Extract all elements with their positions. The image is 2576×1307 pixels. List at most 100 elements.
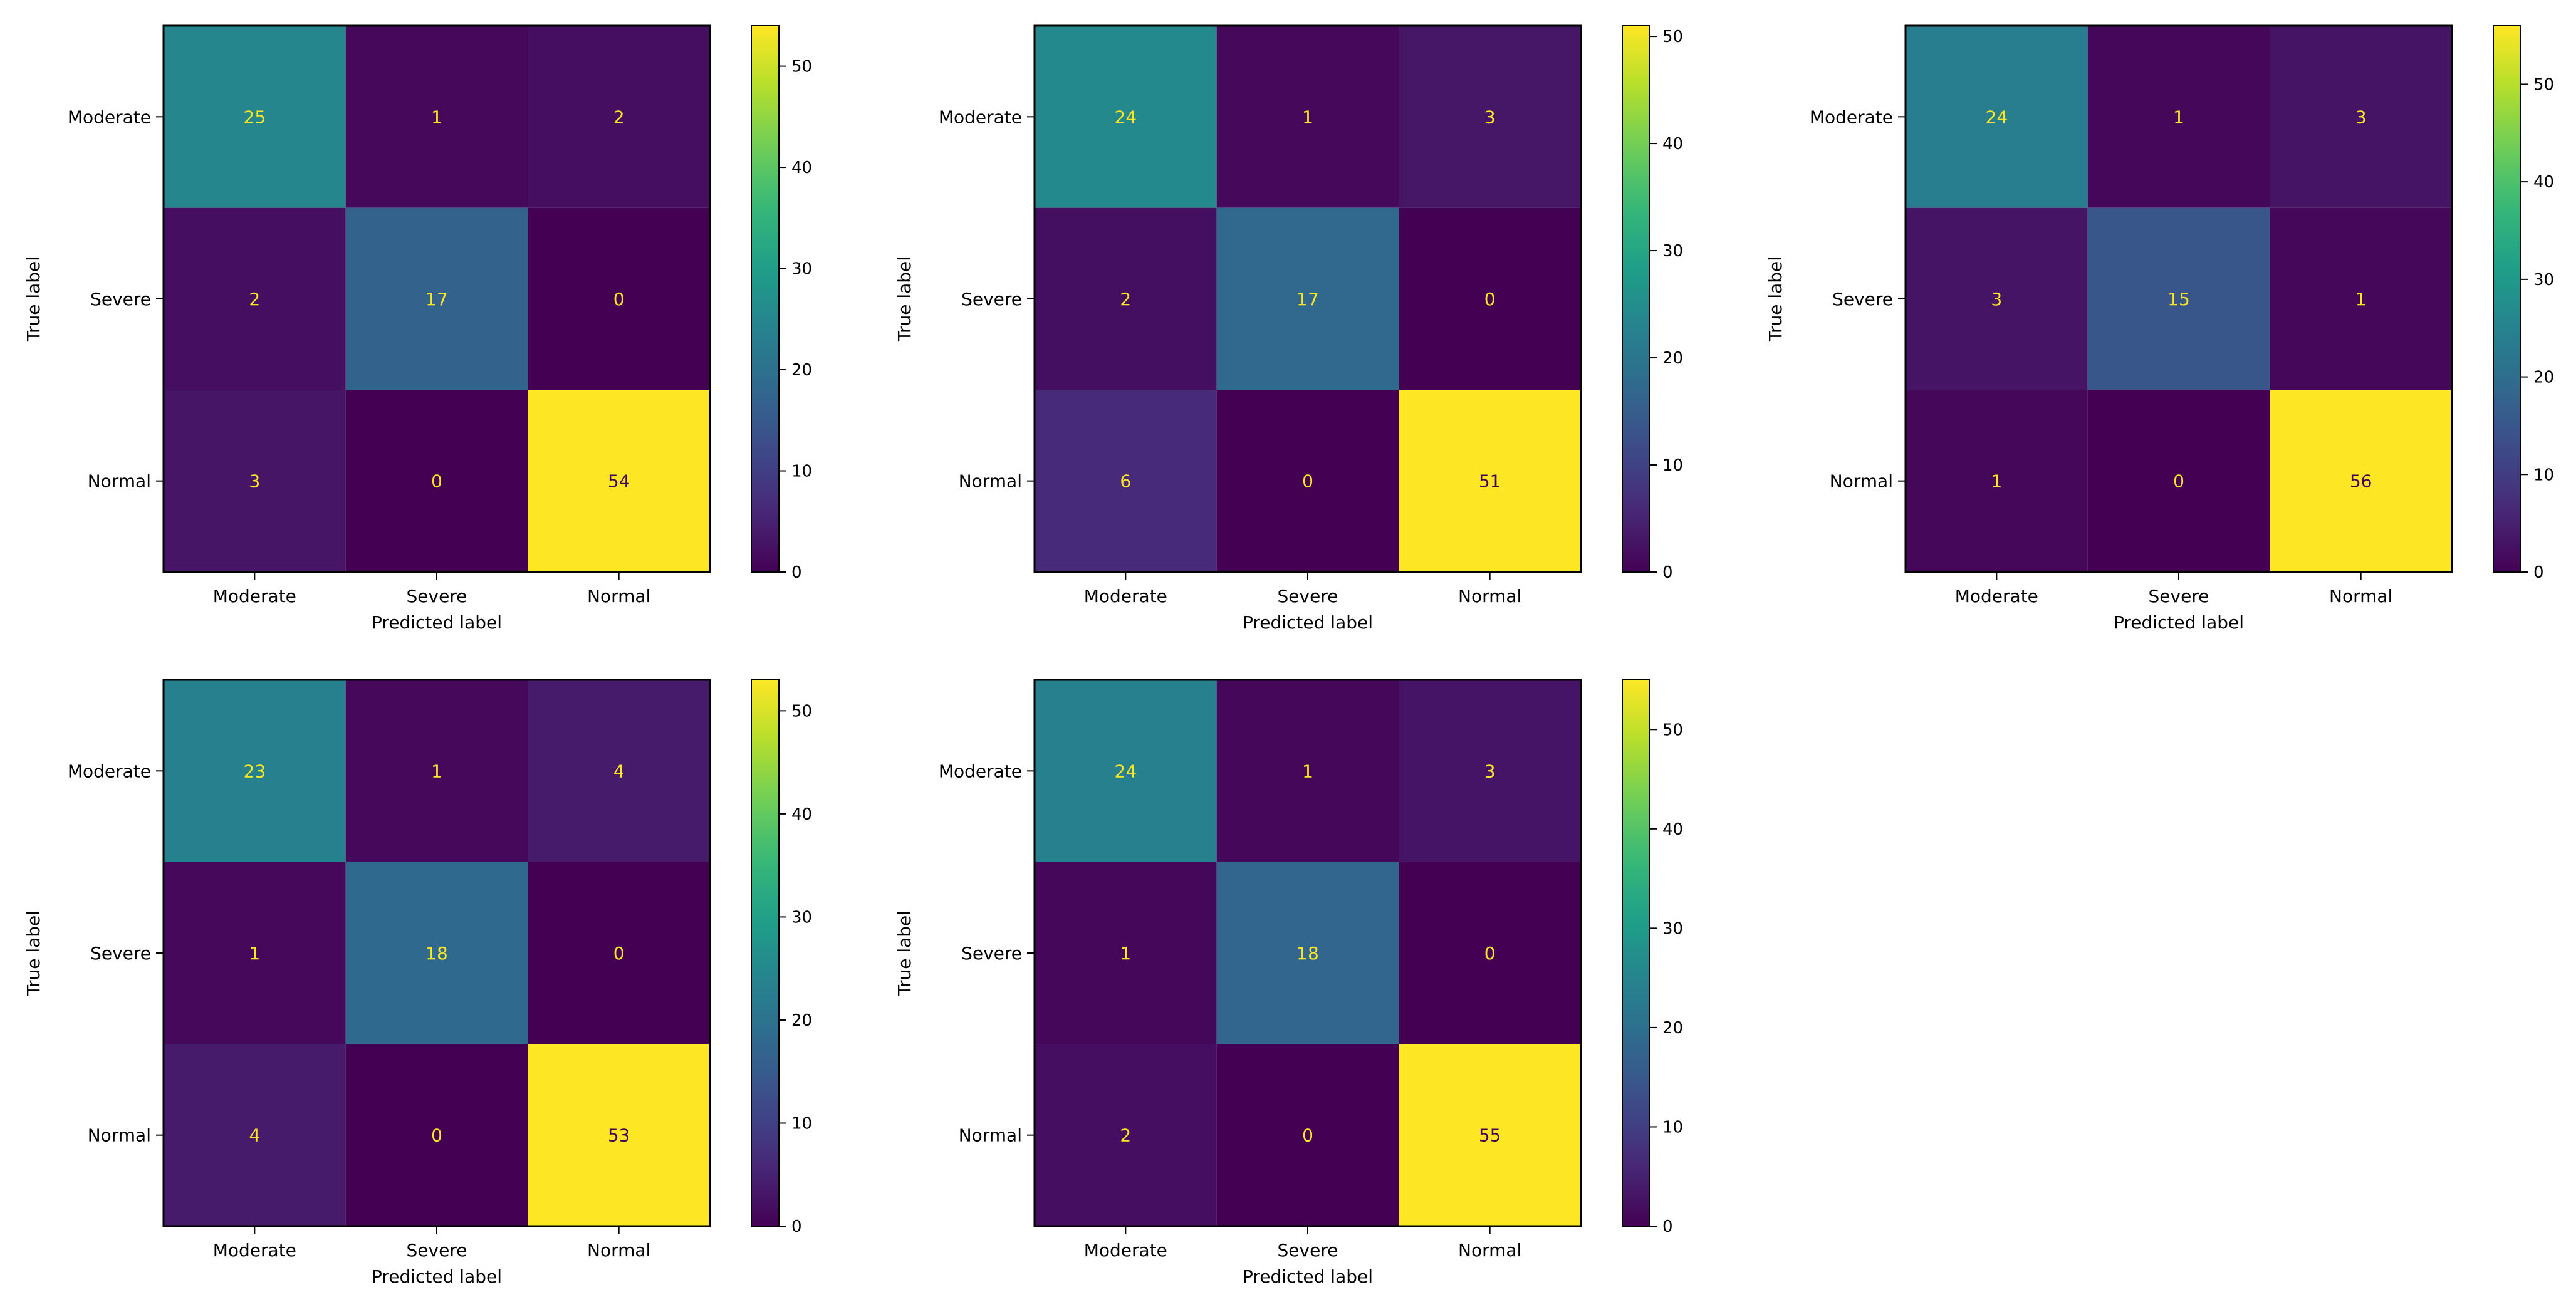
colorbar-tick-label: 20 [1662, 349, 1683, 368]
cell-value-label: 18 [1296, 943, 1319, 964]
cell-value-label: 3 [2355, 107, 2367, 127]
matrix-cell [1906, 26, 2088, 208]
confusion-matrix-4: 23 1 41 18 04 0 53ModerateSevereNormalModerate… [23, 679, 812, 1287]
matrix-cell [1399, 390, 1581, 572]
matrix-cell [528, 207, 710, 390]
y-tick-label: Severe [1832, 289, 1893, 310]
y-tick-label: Moderate [68, 107, 151, 127]
x-tick-label: Severe [1278, 1240, 1338, 1261]
cell-value-label: 56 [2350, 471, 2372, 492]
colorbar-tick-label: 10 [1662, 1118, 1683, 1137]
matrix-cell [1035, 680, 1217, 862]
cell-value-label: 24 [1115, 107, 1137, 127]
x-tick-label: Normal [587, 1240, 650, 1261]
matrix-cell [1216, 26, 1399, 208]
colorbar-tick-label: 40 [1662, 135, 1683, 154]
matrix-cell [345, 680, 528, 862]
cell-value-label: 0 [1484, 289, 1496, 310]
cell-value-label: 1 [1302, 107, 1313, 127]
matrix-cell [2270, 390, 2452, 572]
y-tick-label: Moderate [1810, 107, 1893, 127]
matrix-cell [1216, 207, 1399, 390]
y-tick-label: Normal [959, 1125, 1022, 1146]
x-axis-title: Predicted label [2114, 612, 2244, 633]
x-tick-label: Moderate [1084, 586, 1167, 607]
y-tick-label: Moderate [939, 761, 1022, 781]
colorbar [1622, 25, 1650, 573]
matrix-cell [345, 1044, 528, 1226]
colorbar [751, 25, 780, 573]
colorbar-tick-label: 50 [791, 702, 812, 721]
x-axis-title: Predicted label [1243, 1266, 1373, 1287]
matrix-cell [1216, 680, 1399, 862]
matrix-cell [528, 862, 710, 1044]
cell-value-label: 24 [1115, 761, 1137, 781]
colorbar-tick-label: 30 [2533, 271, 2554, 289]
y-tick-label: Normal [1830, 471, 1893, 492]
matrix-cell [2270, 26, 2452, 208]
colorbar-tick-label: 40 [1662, 820, 1683, 839]
matrix-cell [1035, 1044, 1217, 1226]
y-tick-label: Normal [959, 471, 1022, 492]
confusion-matrix-3: 24 1 33 15 11 0 56ModerateSevereNormalModerate… [1765, 24, 2554, 633]
cell-value-label: 4 [613, 761, 625, 781]
cell-value-label: 0 [613, 943, 625, 964]
colorbar-tick-label: 40 [2533, 173, 2554, 192]
colorbar-tick-label: 30 [1662, 242, 1683, 261]
matrix-cell [1399, 680, 1581, 862]
y-tick-label: Moderate [68, 761, 151, 781]
y-tick-label: Severe [961, 289, 1022, 310]
colorbar-tick-label: 50 [1662, 721, 1683, 739]
colorbar-tick-label: 10 [791, 462, 812, 481]
matrix-cell [1906, 390, 2088, 572]
x-axis-title: Predicted label [372, 1266, 502, 1287]
cell-value-label: 25 [244, 107, 266, 127]
cell-value-label: 0 [1302, 1125, 1313, 1146]
matrix-cell [2087, 26, 2270, 208]
cell-value-label: 0 [431, 1125, 442, 1146]
cell-value-label: 1 [2173, 107, 2184, 127]
y-axis-title: True label [23, 256, 44, 342]
colorbar-tick-label: 50 [791, 58, 812, 76]
cell-value-label: 1 [1991, 471, 2002, 492]
x-tick-label: Severe [2149, 586, 2209, 607]
matrix-cell [2087, 390, 2270, 572]
cell-value-label: 0 [431, 471, 442, 492]
x-tick-label: Moderate [213, 1240, 296, 1261]
cell-value-label: 18 [425, 943, 448, 964]
colorbar [2493, 25, 2521, 573]
colorbar-tick-label: 50 [1662, 28, 1683, 46]
cell-value-label: 1 [431, 761, 442, 781]
cell-value-label: 24 [1986, 107, 2008, 127]
matrix-cell [164, 207, 346, 390]
matrix-cell [528, 680, 710, 862]
cell-value-label: 53 [608, 1125, 630, 1146]
cell-value-label: 17 [1296, 289, 1319, 310]
y-axis-title: True label [894, 256, 915, 342]
matrix-cell [1216, 390, 1399, 572]
x-axis-title: Predicted label [1243, 612, 1373, 633]
colorbar-tick-label: 10 [2533, 466, 2554, 484]
matrix-cell [164, 680, 346, 862]
matrix-cell [2270, 207, 2452, 390]
matrix-cell [1035, 207, 1217, 390]
colorbar-tick-label: 20 [2533, 368, 2554, 387]
matrix-cell [345, 26, 528, 208]
x-tick-label: Severe [1278, 586, 1338, 607]
matrix-cell [345, 862, 528, 1044]
matrix-cell [528, 390, 710, 572]
cell-value-label: 4 [249, 1125, 260, 1146]
matrix-cell [164, 26, 346, 208]
cell-value-label: 3 [249, 471, 260, 492]
matrix-cell [1035, 390, 1217, 572]
matrix-cell [1906, 207, 2088, 390]
colorbar-tick-label: 0 [791, 1217, 802, 1236]
cell-value-label: 1 [431, 107, 442, 127]
cell-value-label: 2 [249, 289, 260, 310]
x-tick-label: Severe [407, 586, 467, 607]
y-tick-label: Normal [88, 471, 151, 492]
matrix-cell [1399, 26, 1581, 208]
cell-value-label: 1 [249, 943, 260, 964]
x-tick-label: Normal [587, 586, 650, 607]
